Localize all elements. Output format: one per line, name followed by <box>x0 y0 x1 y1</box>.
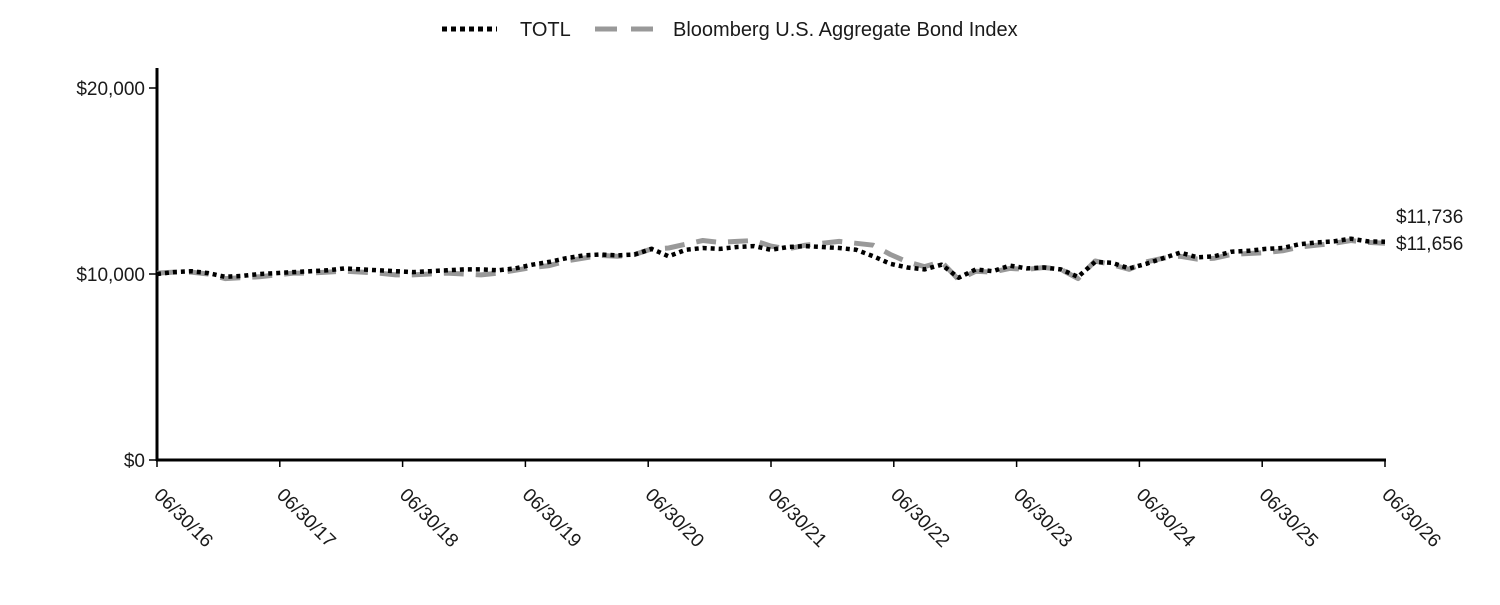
x-tick-label: 06/30/26 <box>1377 485 1444 552</box>
x-tick-label: 06/30/22 <box>886 485 953 552</box>
x-tick-label: 06/30/19 <box>518 485 585 552</box>
x-tick-label: 06/30/16 <box>149 485 216 552</box>
legend: TOTL Bloomberg U.S. Aggregate Bond Index <box>442 19 1018 41</box>
legend-label-benchmark: Bloomberg U.S. Aggregate Bond Index <box>673 19 1018 41</box>
legend-label-totl: TOTL <box>520 19 571 41</box>
series-layer <box>156 236 1386 283</box>
y-tick-label: $10,000 <box>76 265 145 286</box>
series-line-benchmark <box>156 238 1386 283</box>
x-tick-label: 06/30/20 <box>641 485 708 552</box>
labels-layer: $11,736 $11,656 <box>1396 207 1463 255</box>
x-tick-label: 06/30/18 <box>395 485 462 552</box>
axes: $0 $10,000 $20,000 06/30/16 06/30/17 06/30/18… <box>76 68 1445 552</box>
x-tick-label: 06/30/17 <box>272 485 339 552</box>
x-tick-label: 06/30/23 <box>1009 485 1076 552</box>
x-tick-label: 06/30/21 <box>763 485 830 552</box>
x-tick-label: 06/30/24 <box>1132 485 1199 552</box>
y-tick-label: $20,000 <box>76 79 145 100</box>
end-value-label-totl: $11,736 <box>1396 207 1463 228</box>
end-value-label-benchmark: $11,656 <box>1396 234 1463 255</box>
x-tick-label: 06/30/25 <box>1255 485 1322 552</box>
y-tick-label: $0 <box>124 451 145 472</box>
